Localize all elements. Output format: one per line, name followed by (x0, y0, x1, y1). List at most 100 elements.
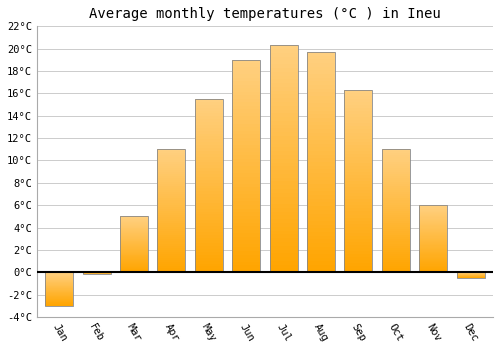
Bar (270, 231, 297, 234)
Bar (120, 253, 148, 254)
Bar (270, 83, 297, 87)
Bar (307, 188, 335, 191)
Bar (382, 149, 410, 151)
Bar (270, 94, 297, 98)
Bar (45, 279, 74, 280)
Bar (158, 194, 186, 196)
Bar (232, 95, 260, 99)
Bar (195, 217, 223, 220)
Bar (158, 198, 186, 201)
Bar (158, 192, 186, 194)
Bar (382, 239, 410, 241)
Bar (307, 203, 335, 206)
Bar (120, 217, 148, 218)
Bar (270, 189, 297, 193)
Bar (270, 91, 297, 95)
Bar (195, 238, 223, 240)
Bar (344, 230, 372, 233)
Bar (307, 111, 335, 114)
Bar (270, 200, 297, 204)
Bar (158, 262, 186, 264)
Bar (344, 251, 372, 254)
Bar (344, 105, 372, 108)
Bar (344, 133, 372, 135)
Bar (195, 157, 223, 160)
Bar (195, 180, 223, 183)
Bar (158, 237, 186, 239)
Bar (270, 136, 297, 140)
Bar (195, 220, 223, 223)
Bar (158, 227, 186, 229)
Bar (195, 134, 223, 136)
Bar (158, 246, 186, 248)
Bar (419, 266, 447, 267)
Bar (195, 209, 223, 212)
Bar (270, 128, 297, 132)
Bar (270, 178, 297, 181)
Bar (120, 247, 148, 248)
Bar (195, 125, 223, 128)
Bar (307, 155, 335, 159)
Bar (270, 197, 297, 200)
Bar (344, 139, 372, 142)
Bar (195, 105, 223, 107)
Bar (307, 214, 335, 217)
Bar (270, 265, 297, 268)
Bar (344, 209, 372, 211)
Bar (307, 96, 335, 100)
Bar (382, 188, 410, 190)
Bar (307, 173, 335, 177)
Bar (382, 198, 410, 201)
Bar (419, 231, 447, 232)
Bar (382, 194, 410, 196)
Bar (120, 237, 148, 238)
Bar (232, 219, 260, 223)
Bar (307, 221, 335, 224)
Bar (232, 169, 260, 173)
Bar (344, 163, 372, 166)
Bar (419, 263, 447, 264)
Bar (382, 178, 410, 180)
Bar (382, 174, 410, 176)
Bar (382, 229, 410, 231)
Bar (158, 229, 186, 231)
Bar (382, 184, 410, 186)
Bar (270, 219, 297, 223)
Bar (419, 223, 447, 224)
Bar (120, 265, 148, 266)
Bar (232, 152, 260, 155)
Bar (270, 144, 297, 147)
Bar (120, 266, 148, 267)
Bar (120, 260, 148, 261)
Bar (120, 241, 148, 243)
Bar (45, 285, 74, 286)
Bar (195, 258, 223, 261)
Bar (344, 224, 372, 227)
Bar (419, 254, 447, 256)
Bar (45, 282, 74, 283)
Bar (158, 182, 186, 184)
Bar (232, 138, 260, 141)
Bar (307, 243, 335, 246)
Bar (158, 241, 186, 244)
Bar (158, 211, 186, 213)
Bar (120, 262, 148, 263)
Bar (120, 264, 148, 265)
Bar (120, 248, 148, 249)
Bar (232, 269, 260, 272)
Bar (307, 56, 335, 60)
Bar (419, 215, 447, 216)
Bar (195, 183, 223, 186)
Bar (419, 271, 447, 272)
Bar (45, 280, 74, 281)
Bar (45, 286, 74, 287)
Bar (270, 193, 297, 197)
Bar (344, 245, 372, 248)
Bar (120, 218, 148, 219)
Bar (195, 232, 223, 235)
Bar (307, 236, 335, 239)
Bar (195, 165, 223, 168)
Bar (158, 205, 186, 206)
Bar (344, 254, 372, 257)
Bar (382, 246, 410, 248)
